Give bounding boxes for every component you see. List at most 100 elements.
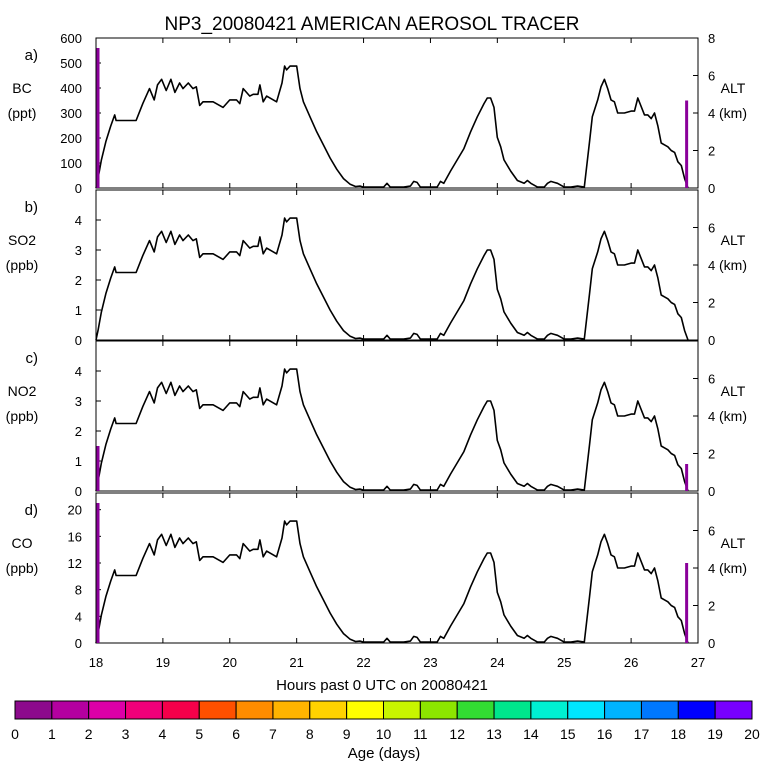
left-y-tick-label: 12 [68, 556, 82, 571]
left-y-tick-label: 3 [75, 394, 82, 409]
right-y-axis-title: (km) [719, 257, 747, 273]
colorbar-title: Age (days) [348, 745, 421, 762]
colorbar-swatch [383, 700, 421, 720]
right-y-tick-label: 0 [708, 484, 715, 499]
panel-3: 0 4 8 12 16 20 0 2 4 6 d) CO (ppb) ALT (km) [6, 492, 747, 651]
panel-frame [95, 492, 699, 644]
altitude-line [95, 368, 689, 492]
colorbar-tick-label: 12 [449, 726, 465, 742]
x-tick-label: 26 [624, 655, 638, 670]
left-y-tick-label: 4 [75, 213, 82, 228]
colorbar-tick-label: 5 [195, 726, 203, 742]
colorbar-swatch [198, 700, 237, 720]
left-y-tick-label: 0 [75, 181, 82, 196]
colorbar-tick-label: 17 [634, 726, 650, 742]
right-y-tick-label: 4 [708, 258, 715, 273]
colorbar-swatch [125, 700, 163, 720]
colorbar-swatch [714, 700, 753, 720]
x-axis-title: Hours past 0 UTC on 20080421 [276, 677, 488, 694]
right-y-tick-label: 4 [708, 106, 715, 121]
panel-frame [95, 37, 699, 189]
colorbar-swatch [346, 700, 384, 720]
colorbar-tick-label: 7 [269, 726, 277, 742]
colorbar-swatch [493, 700, 532, 720]
left-y-axis-title: CO [12, 535, 33, 551]
left-y-axis-title: (ppt) [8, 105, 37, 121]
colorbar-tick-label: 19 [707, 726, 723, 742]
left-y-tick-label: 600 [60, 31, 82, 46]
altitude-line [95, 520, 689, 644]
colorbar-tick-label: 15 [560, 726, 576, 742]
left-y-tick-label: 300 [60, 106, 82, 121]
right-y-tick-label: 4 [708, 561, 715, 576]
left-y-tick-label: 2 [75, 273, 82, 288]
altitude-line [95, 217, 689, 341]
right-y-tick-label: 4 [708, 409, 715, 424]
left-y-axis-title: (ppb) [6, 257, 39, 273]
panel-1: 0 1 2 3 4 0 2 4 6 b) SO2 (ppb) ALT (km) [6, 189, 747, 348]
colorbar-tick-label: 4 [159, 726, 167, 742]
left-y-tick-label: 400 [60, 81, 82, 96]
colorbar-tick-label: 0 [11, 726, 19, 742]
right-y-tick-label: 6 [708, 221, 715, 236]
colorbar-tick-label: 3 [122, 726, 130, 742]
colorbar-swatch [51, 700, 90, 720]
right-y-tick-label: 2 [708, 144, 715, 159]
left-y-tick-label: 100 [60, 156, 82, 171]
left-y-axis-title: (ppb) [6, 560, 39, 576]
left-y-axis-title: (ppb) [6, 408, 39, 424]
right-y-axis-title: ALT [721, 232, 746, 248]
right-y-axis-title: ALT [721, 535, 746, 551]
panel-frame [95, 189, 699, 341]
colorbar-swatch [677, 700, 716, 720]
x-tick-label: 20 [223, 655, 237, 670]
x-tick-label: 25 [557, 655, 571, 670]
panel-label: d) [25, 502, 38, 519]
right-y-axis-title: ALT [721, 383, 746, 399]
right-y-axis-title: (km) [719, 105, 747, 121]
left-y-tick-label: 500 [60, 56, 82, 71]
colorbar-tick-label: 14 [523, 726, 539, 742]
left-y-tick-label: 200 [60, 131, 82, 146]
colorbar-swatch [640, 700, 679, 720]
x-tick-label: 22 [356, 655, 370, 670]
right-y-tick-label: 2 [708, 599, 715, 614]
colorbar-tick-label: 13 [486, 726, 502, 742]
colorbar-swatch [419, 700, 458, 720]
panel-label: c) [26, 350, 39, 367]
colorbar-swatch [235, 700, 274, 720]
colorbar-tick-label: 6 [232, 726, 240, 742]
colorbar-swatch [272, 700, 311, 720]
colorbar-tick-label: 16 [597, 726, 613, 742]
left-y-tick-label: 3 [75, 243, 82, 258]
colorbar-tick-label: 20 [744, 726, 760, 742]
colorbar-swatch [456, 700, 495, 720]
right-y-tick-label: 2 [708, 296, 715, 311]
right-y-tick-label: 0 [708, 181, 715, 196]
colorbar-tick-label: 18 [671, 726, 687, 742]
x-tick-label: 18 [89, 655, 103, 670]
left-y-axis-title: NO2 [8, 383, 37, 399]
colorbar-tick-label: 8 [306, 726, 314, 742]
right-y-tick-label: 8 [708, 31, 715, 46]
panel-label: b) [25, 199, 38, 216]
left-y-tick-label: 4 [75, 364, 82, 379]
altitude-line [95, 65, 689, 189]
left-y-tick-label: 20 [68, 503, 82, 518]
right-y-tick-label: 0 [708, 636, 715, 651]
colorbar-tick-label: 11 [413, 726, 428, 742]
right-y-axis-title: ALT [721, 80, 746, 96]
left-y-axis-title: BC [12, 80, 31, 96]
colorbar-tick-label: 1 [48, 726, 56, 742]
colorbar-swatch [161, 700, 200, 720]
age-colorbar: 0 1 2 3 4 5 6 7 8 9 10 11 12 13 14 15 16 17 18 19 20 [11, 700, 760, 742]
colorbar-tick-label: 10 [376, 726, 392, 742]
right-y-tick-label: 6 [708, 69, 715, 84]
panel-2: 0 1 2 3 4 0 2 4 6 c) NO2 (ppb) ALT (km) [6, 340, 747, 499]
x-tick-label: 24 [490, 655, 504, 670]
x-axis-tick-labels: 18 19 20 21 22 23 24 25 26 27 [89, 655, 705, 670]
left-y-tick-label: 0 [75, 333, 82, 348]
left-y-tick-label: 1 [75, 454, 82, 469]
x-tick-label: 23 [423, 655, 437, 670]
